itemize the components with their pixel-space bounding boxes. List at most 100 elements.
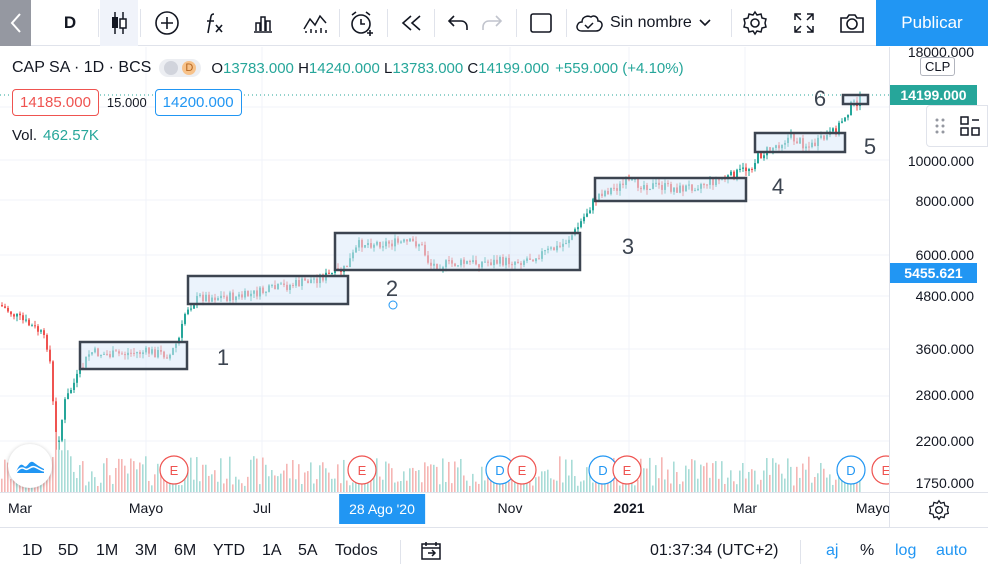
drag-handle-icon[interactable]: [934, 116, 946, 136]
volume-bar: [322, 462, 324, 492]
range-1d-button[interactable]: 1D: [22, 542, 43, 559]
candle-body: [64, 399, 66, 420]
dividend-event-icon: [836, 455, 866, 485]
volume-bar: [109, 475, 111, 492]
volume-bar: [811, 482, 813, 492]
replay-button[interactable]: [392, 0, 432, 46]
alert-button[interactable]: [343, 0, 381, 46]
time-tick: Jul: [253, 500, 271, 516]
publish-button[interactable]: Publicar: [876, 0, 988, 46]
range-ytd-button[interactable]: YTD: [213, 542, 245, 559]
volume-legend[interactable]: Vol. 462.57K: [12, 127, 99, 144]
tradingview-logo[interactable]: [8, 444, 52, 488]
volume-bar: [127, 473, 129, 492]
auto-toggle[interactable]: auto: [936, 542, 968, 559]
time-axis[interactable]: Mar Mayo Jul Nov 2021 Mar Mayo 28 Ago '2…: [0, 492, 890, 527]
go-to-date-button[interactable]: [420, 540, 442, 567]
volume-bar: [259, 484, 261, 492]
candle-body: [847, 115, 849, 118]
volume-bar: [655, 465, 657, 492]
volume-bar: [550, 478, 552, 492]
close-label: C: [467, 59, 479, 77]
candle-body: [22, 315, 24, 321]
volume-bar: [166, 481, 168, 492]
range-3m-button[interactable]: 3M: [135, 542, 158, 559]
chart-settings-corner[interactable]: [889, 492, 988, 527]
range-5d-button[interactable]: 5D: [58, 542, 79, 559]
settings-button[interactable]: [735, 0, 775, 46]
cloud-check-icon: [576, 15, 603, 32]
fullscreen-button[interactable]: [784, 0, 824, 46]
candle-body: [331, 273, 333, 275]
symbol-title[interactable]: CAP SA · 1D · BCS: [12, 59, 152, 76]
volume-bar: [715, 461, 717, 492]
volume-bar: [619, 485, 621, 492]
candle-body: [46, 334, 48, 350]
delayed-data-icon[interactable]: D: [182, 61, 197, 75]
volume-bar: [208, 475, 210, 492]
volume-bar: [760, 479, 762, 492]
indicators-button[interactable]: [148, 0, 186, 46]
adjust-toggle[interactable]: aj: [826, 542, 839, 559]
compare-bars-button[interactable]: [244, 0, 282, 46]
candle-body: [748, 168, 750, 172]
plus-circle-icon: [155, 11, 179, 35]
last-price-tag: 14199.000: [890, 85, 977, 105]
interval-button[interactable]: D: [63, 13, 77, 32]
timezone-clock[interactable]: 01:37:34 (UTC+2): [650, 542, 779, 559]
range-1a-button[interactable]: 1A: [262, 542, 282, 559]
volume-bar: [724, 483, 726, 492]
volume-bar: [424, 462, 426, 492]
volume-bar: [664, 479, 666, 492]
candle-body: [730, 171, 732, 176]
volume-bar: [196, 457, 198, 492]
volume-bar: [4, 459, 6, 492]
undo-button[interactable]: [440, 0, 476, 46]
candle-body: [577, 227, 579, 230]
volume-bar: [1, 478, 3, 492]
volume-bar: [118, 458, 120, 492]
candle-body: [25, 319, 27, 321]
buy-price-button[interactable]: 14200.000: [154, 89, 242, 116]
volume-bar: [799, 477, 801, 492]
layout-selector[interactable]: Sin nombre: [574, 0, 712, 46]
volume-bar: [634, 485, 636, 492]
candle-body: [16, 313, 18, 317]
volume-bar: [457, 467, 459, 492]
volume-bar: [307, 471, 309, 492]
log-toggle[interactable]: log: [895, 542, 917, 559]
candle-body: [28, 319, 30, 326]
volume-bar: [838, 466, 840, 492]
templates-button[interactable]: [296, 0, 334, 46]
volume-bar: [277, 476, 279, 492]
volume-bar: [139, 462, 141, 492]
snapshot-button[interactable]: [832, 0, 872, 46]
consolidation-box: [186, 274, 350, 306]
back-button[interactable]: [0, 0, 31, 46]
redo-button[interactable]: [474, 0, 510, 46]
volume-bar: [154, 474, 156, 492]
range-6m-button[interactable]: 6M: [174, 542, 197, 559]
object-tree-icon[interactable]: [959, 115, 981, 137]
volume-bar: [217, 481, 219, 492]
volume-bar: [835, 479, 837, 492]
range-all-button[interactable]: Todos: [335, 542, 378, 559]
candle-body: [43, 330, 45, 335]
sell-price-button[interactable]: 14185.000: [12, 89, 99, 116]
annotation-label: 5: [864, 134, 876, 159]
volume-bar: [97, 485, 99, 492]
volume-bar: [211, 474, 213, 492]
fullscreen-selection-button[interactable]: [522, 0, 560, 46]
range-5a-button[interactable]: 5A: [298, 542, 318, 559]
candles-chart-type-button[interactable]: [100, 0, 138, 46]
functions-button[interactable]: [196, 0, 234, 46]
currency-badge[interactable]: CLP: [920, 57, 956, 76]
consolidation-box: [593, 176, 748, 203]
percent-toggle[interactable]: %: [860, 542, 875, 559]
volume-bar: [622, 483, 624, 492]
volume-bar: [535, 477, 537, 492]
range-1m-button[interactable]: 1M: [96, 542, 119, 559]
volume-bar: [451, 483, 453, 492]
